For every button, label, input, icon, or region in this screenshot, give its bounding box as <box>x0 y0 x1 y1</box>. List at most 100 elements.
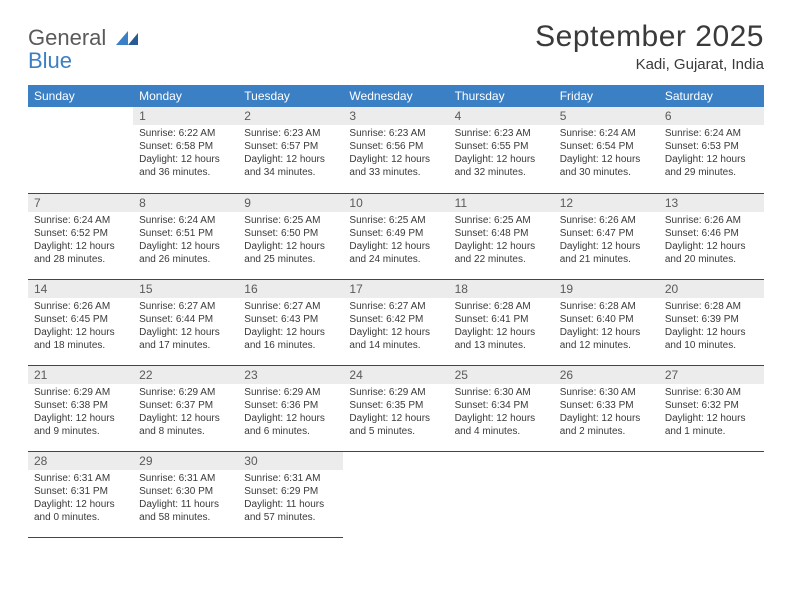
day-details: Sunrise: 6:29 AMSunset: 6:35 PMDaylight:… <box>343 384 448 442</box>
day-details: Sunrise: 6:23 AMSunset: 6:56 PMDaylight:… <box>343 125 448 183</box>
day-details: Sunrise: 6:29 AMSunset: 6:36 PMDaylight:… <box>238 384 343 442</box>
calendar-row: 7Sunrise: 6:24 AMSunset: 6:52 PMDaylight… <box>28 193 764 279</box>
weekday-monday: Monday <box>133 85 238 107</box>
day-number: 22 <box>133 366 238 384</box>
calendar-cell: 3Sunrise: 6:23 AMSunset: 6:56 PMDaylight… <box>343 107 448 193</box>
calendar-cell <box>449 451 554 537</box>
day-details: Sunrise: 6:26 AMSunset: 6:45 PMDaylight:… <box>28 298 133 356</box>
brand-line1: General <box>28 25 106 50</box>
day-details: Sunrise: 6:31 AMSunset: 6:30 PMDaylight:… <box>133 470 238 528</box>
day-number: 10 <box>343 194 448 212</box>
day-details: Sunrise: 6:30 AMSunset: 6:33 PMDaylight:… <box>554 384 659 442</box>
calendar-cell: 20Sunrise: 6:28 AMSunset: 6:39 PMDayligh… <box>659 279 764 365</box>
location-label: Kadi, Gujarat, India <box>535 56 764 73</box>
day-details: Sunrise: 6:28 AMSunset: 6:39 PMDaylight:… <box>659 298 764 356</box>
day-number: 16 <box>238 280 343 298</box>
day-number: 26 <box>554 366 659 384</box>
day-number: 11 <box>449 194 554 212</box>
day-number: 23 <box>238 366 343 384</box>
day-number: 24 <box>343 366 448 384</box>
day-details: Sunrise: 6:24 AMSunset: 6:52 PMDaylight:… <box>28 212 133 270</box>
day-details: Sunrise: 6:28 AMSunset: 6:40 PMDaylight:… <box>554 298 659 356</box>
calendar-cell: 13Sunrise: 6:26 AMSunset: 6:46 PMDayligh… <box>659 193 764 279</box>
day-number: 5 <box>554 107 659 125</box>
day-number: 28 <box>28 452 133 470</box>
calendar-row: 14Sunrise: 6:26 AMSunset: 6:45 PMDayligh… <box>28 279 764 365</box>
day-number: 29 <box>133 452 238 470</box>
day-details: Sunrise: 6:26 AMSunset: 6:47 PMDaylight:… <box>554 212 659 270</box>
month-title: September 2025 <box>535 20 764 54</box>
day-number: 17 <box>343 280 448 298</box>
calendar-cell: 23Sunrise: 6:29 AMSunset: 6:36 PMDayligh… <box>238 365 343 451</box>
day-number: 12 <box>554 194 659 212</box>
page-header: General Blue September 2025 Kadi, Gujara… <box>28 20 764 73</box>
calendar-cell <box>28 107 133 193</box>
weekday-tuesday: Tuesday <box>238 85 343 107</box>
weekday-friday: Friday <box>554 85 659 107</box>
day-details: Sunrise: 6:25 AMSunset: 6:50 PMDaylight:… <box>238 212 343 270</box>
day-details: Sunrise: 6:24 AMSunset: 6:53 PMDaylight:… <box>659 125 764 183</box>
calendar-cell: 17Sunrise: 6:27 AMSunset: 6:42 PMDayligh… <box>343 279 448 365</box>
calendar-cell: 10Sunrise: 6:25 AMSunset: 6:49 PMDayligh… <box>343 193 448 279</box>
calendar-cell: 27Sunrise: 6:30 AMSunset: 6:32 PMDayligh… <box>659 365 764 451</box>
day-details: Sunrise: 6:24 AMSunset: 6:51 PMDaylight:… <box>133 212 238 270</box>
calendar-cell: 18Sunrise: 6:28 AMSunset: 6:41 PMDayligh… <box>449 279 554 365</box>
day-details: Sunrise: 6:29 AMSunset: 6:38 PMDaylight:… <box>28 384 133 442</box>
calendar-cell: 12Sunrise: 6:26 AMSunset: 6:47 PMDayligh… <box>554 193 659 279</box>
triangle-icon <box>116 31 138 45</box>
day-number: 9 <box>238 194 343 212</box>
calendar-cell: 16Sunrise: 6:27 AMSunset: 6:43 PMDayligh… <box>238 279 343 365</box>
day-number: 25 <box>449 366 554 384</box>
calendar-cell: 24Sunrise: 6:29 AMSunset: 6:35 PMDayligh… <box>343 365 448 451</box>
day-details: Sunrise: 6:23 AMSunset: 6:55 PMDaylight:… <box>449 125 554 183</box>
day-number: 30 <box>238 452 343 470</box>
calendar-cell: 26Sunrise: 6:30 AMSunset: 6:33 PMDayligh… <box>554 365 659 451</box>
day-number: 3 <box>343 107 448 125</box>
day-details: Sunrise: 6:31 AMSunset: 6:29 PMDaylight:… <box>238 470 343 528</box>
day-details: Sunrise: 6:27 AMSunset: 6:44 PMDaylight:… <box>133 298 238 356</box>
weekday-sunday: Sunday <box>28 85 133 107</box>
calendar-page: General Blue September 2025 Kadi, Gujara… <box>0 0 792 558</box>
day-details: Sunrise: 6:23 AMSunset: 6:57 PMDaylight:… <box>238 125 343 183</box>
calendar-cell: 29Sunrise: 6:31 AMSunset: 6:30 PMDayligh… <box>133 451 238 537</box>
calendar-cell <box>343 451 448 537</box>
calendar-cell: 4Sunrise: 6:23 AMSunset: 6:55 PMDaylight… <box>449 107 554 193</box>
day-number: 18 <box>449 280 554 298</box>
day-number: 7 <box>28 194 133 212</box>
calendar-cell: 2Sunrise: 6:23 AMSunset: 6:57 PMDaylight… <box>238 107 343 193</box>
day-details: Sunrise: 6:25 AMSunset: 6:49 PMDaylight:… <box>343 212 448 270</box>
day-details: Sunrise: 6:30 AMSunset: 6:34 PMDaylight:… <box>449 384 554 442</box>
day-details: Sunrise: 6:27 AMSunset: 6:43 PMDaylight:… <box>238 298 343 356</box>
day-number: 13 <box>659 194 764 212</box>
day-details: Sunrise: 6:25 AMSunset: 6:48 PMDaylight:… <box>449 212 554 270</box>
calendar-cell: 6Sunrise: 6:24 AMSunset: 6:53 PMDaylight… <box>659 107 764 193</box>
brand-line2: Blue <box>28 48 72 73</box>
calendar-cell: 5Sunrise: 6:24 AMSunset: 6:54 PMDaylight… <box>554 107 659 193</box>
calendar-row: 28Sunrise: 6:31 AMSunset: 6:31 PMDayligh… <box>28 451 764 537</box>
weekday-thursday: Thursday <box>449 85 554 107</box>
day-details: Sunrise: 6:22 AMSunset: 6:58 PMDaylight:… <box>133 125 238 183</box>
day-details: Sunrise: 6:30 AMSunset: 6:32 PMDaylight:… <box>659 384 764 442</box>
calendar-row: 1Sunrise: 6:22 AMSunset: 6:58 PMDaylight… <box>28 107 764 193</box>
calendar-weekday-header: Sunday Monday Tuesday Wednesday Thursday… <box>28 85 764 107</box>
weekday-saturday: Saturday <box>659 85 764 107</box>
day-number: 4 <box>449 107 554 125</box>
calendar-cell: 30Sunrise: 6:31 AMSunset: 6:29 PMDayligh… <box>238 451 343 537</box>
day-details: Sunrise: 6:29 AMSunset: 6:37 PMDaylight:… <box>133 384 238 442</box>
calendar-cell <box>554 451 659 537</box>
calendar-table: Sunday Monday Tuesday Wednesday Thursday… <box>28 85 764 538</box>
day-details: Sunrise: 6:24 AMSunset: 6:54 PMDaylight:… <box>554 125 659 183</box>
calendar-cell: 1Sunrise: 6:22 AMSunset: 6:58 PMDaylight… <box>133 107 238 193</box>
day-details: Sunrise: 6:26 AMSunset: 6:46 PMDaylight:… <box>659 212 764 270</box>
calendar-cell: 7Sunrise: 6:24 AMSunset: 6:52 PMDaylight… <box>28 193 133 279</box>
weekday-wednesday: Wednesday <box>343 85 448 107</box>
calendar-cell <box>659 451 764 537</box>
calendar-body: 1Sunrise: 6:22 AMSunset: 6:58 PMDaylight… <box>28 107 764 537</box>
day-number: 20 <box>659 280 764 298</box>
day-details: Sunrise: 6:31 AMSunset: 6:31 PMDaylight:… <box>28 470 133 528</box>
calendar-cell: 28Sunrise: 6:31 AMSunset: 6:31 PMDayligh… <box>28 451 133 537</box>
calendar-cell: 14Sunrise: 6:26 AMSunset: 6:45 PMDayligh… <box>28 279 133 365</box>
brand-text: General Blue <box>28 26 138 72</box>
day-number: 19 <box>554 280 659 298</box>
calendar-row: 21Sunrise: 6:29 AMSunset: 6:38 PMDayligh… <box>28 365 764 451</box>
